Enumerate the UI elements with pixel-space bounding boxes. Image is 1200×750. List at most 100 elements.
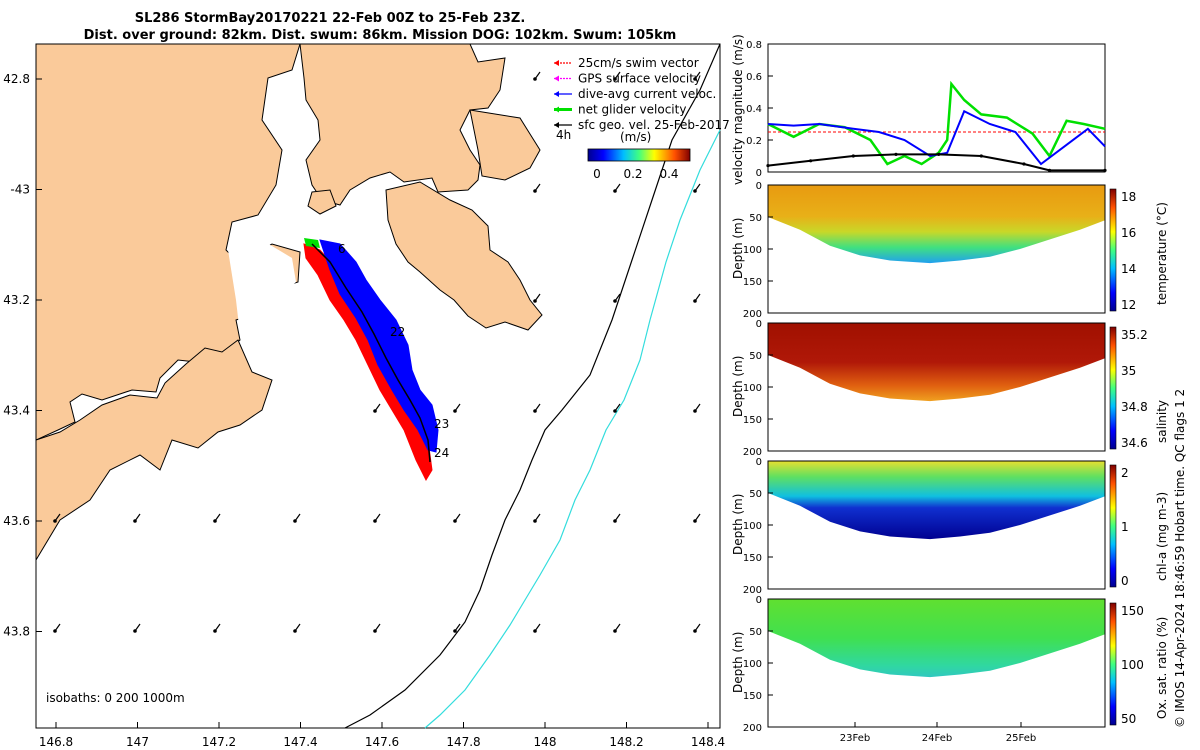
map-ytick-label: 42.8 [3,72,30,86]
map-y-axis: 42.8 -43 43.2 43.4 43.6 43.8 [3,72,42,639]
depth-tick-label: 50 [749,351,762,362]
map-xtick-label: 148.4 [691,735,725,749]
vel-ytick-label: 0.4 [746,104,762,115]
vel-series-point [766,164,770,168]
legend-label: sfc geo. vel. 25-Feb-2017 [578,118,730,132]
section-fill [768,185,1105,264]
depth-tick-label: 100 [743,659,762,670]
geo-arrow-base [453,519,457,523]
section-colorbar [1109,326,1117,450]
map-xtick-label: 146.8 [39,735,73,749]
geo-arrow-base [533,189,537,193]
depth-tick-label: 0 [756,457,762,468]
depth-tick-label: 150 [743,277,762,288]
vel-series-point [1022,162,1026,166]
section-colorbar [1109,464,1117,588]
section-panel-salinity: 0 50 100 150 200 Depth (m) 34.6 34.8 35 35.2 salin… [731,319,1169,458]
depth-tick-label: 50 [749,627,762,638]
legend-arrowhead [554,60,559,66]
track-label-24: 24 [434,446,449,460]
net-velocity-marks [304,238,320,248]
geo-arrow-base [293,629,297,633]
vel-ytick-label: 0.8 [746,40,762,51]
map-ytick-label: 43.2 [3,293,30,307]
depth-tick-label: 200 [743,585,762,596]
depth-tick-label: 200 [743,309,762,320]
depth-ylabel: Depth (m) [731,632,745,693]
time-label: 4h [556,128,571,142]
geo-arrow-base [373,409,377,413]
geo-arrow-base [613,77,617,81]
isobath-note: isobaths: 0 200 1000m [46,691,185,705]
geo-arrow-base [213,629,217,633]
cbar-tick-label: 2 [1121,466,1129,480]
legend-label: GPS surface velocity [578,72,701,86]
geo-arrow-base [693,77,697,81]
cbar-label: chl-a (mg m-3) [1155,492,1169,581]
vel-series-point [979,154,983,158]
vel-series-point [1103,168,1107,172]
geo-arrow-base [373,629,377,633]
title-line2: Dist. over ground: 82km. Dist. swum: 86k… [84,28,677,43]
geo-arrow-base [613,629,617,633]
vel-series-line [767,109,1106,166]
map-ytick-label: 43.4 [3,404,30,418]
cbar-tick-label: 34.6 [1121,436,1148,450]
legend-arrowhead [554,91,559,97]
depth-tick-label: 200 [743,447,762,458]
vel-ytick-label: 0 [756,168,762,179]
geo-arrow-base [693,629,697,633]
geo-arrow-base [693,519,697,523]
geo-arrow-base [613,189,617,193]
vel-series-point [937,152,941,156]
section-colorbar [1109,602,1117,726]
vel-series-point [809,159,813,163]
depth-tick-label: 100 [743,383,762,394]
geo-arrow-base [133,519,137,523]
legend-arrowhead [554,122,559,128]
speed-cbar-tick-1: 0.2 [623,167,642,181]
section-panel-chl-a: 0 50 100 150 200 Depth (m) 0 1 2 chl-a (mg m-3) [731,457,1169,596]
vel-series-point [1047,168,1052,172]
cbar-tick-label: 150 [1121,604,1144,618]
geo-arrow-base [533,409,537,413]
geo-arrow-base [533,299,537,303]
vel-ytick-label: 0.6 [746,72,762,83]
depth-tick-label: 0 [756,595,762,606]
map-xtick-label: 147.8 [446,735,480,749]
geo-arrow-base [533,77,537,81]
cbar-tick-label: 35.2 [1121,328,1148,342]
cbar-tick-label: 100 [1121,658,1144,672]
depth-tick-label: 150 [743,691,762,702]
track-label-6: 6 [338,242,346,256]
depth-tick-label: 0 [756,319,762,330]
map-xtick-label: 147 [126,735,149,749]
depth-ylabel: Depth (m) [731,494,745,555]
geo-arrow-base [613,299,617,303]
geo-arrow-base [693,409,697,413]
speed-cbar-tick-0: 0 [593,167,601,181]
geo-arrow-base [533,519,537,523]
depth-tick-label: 0 [756,181,762,192]
map-ytick-label: -43 [10,183,30,197]
title-line1: SL286 StormBay20170221 22-Feb 00Z to 25-… [135,11,526,26]
speed-cbar-tick-2: 0.4 [659,167,678,181]
geo-arrow-base [613,409,617,413]
track-label-22: 22 [390,325,405,339]
depth-ylabel: Depth (m) [731,218,745,279]
cbar-tick-label: 1 [1121,520,1129,534]
geo-arrow-base [53,629,57,633]
copyright-label: © IMOS 14-Apr-2024 18:46:59 Hobart time.… [1173,389,1187,728]
vel-ytick-label: 0.2 [746,136,762,147]
glider-track [311,243,431,463]
cbar-tick-label: 35 [1121,364,1136,378]
cbar-tick-label: 34.8 [1121,400,1148,414]
colorbar-title: (m/s) [620,130,651,144]
geo-arrow-base [693,189,697,193]
time-tick-label: 24Feb [922,733,952,744]
geo-arrow-base [533,629,537,633]
isobath-200 [344,43,721,729]
cbar-tick-label: 50 [1121,712,1136,726]
velocity-ylabel: velocity magnitude (m/s) [731,34,745,185]
